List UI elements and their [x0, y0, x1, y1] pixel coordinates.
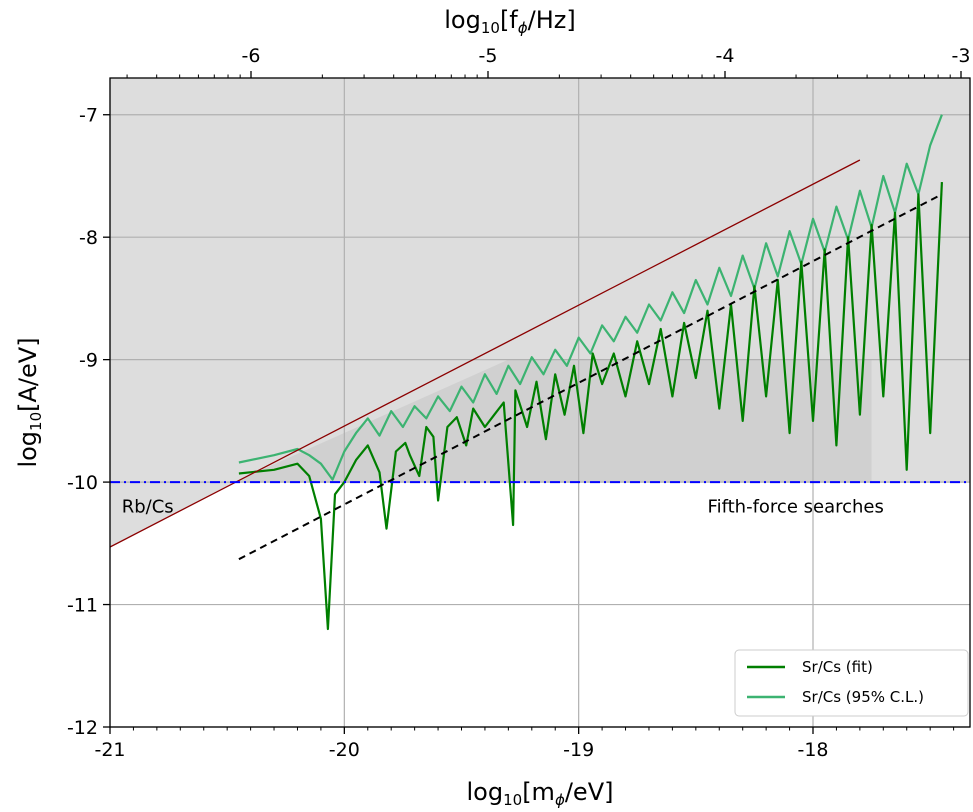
annotation-layer: Rb/Cs Fifth-force searches: [122, 496, 884, 517]
x-tick-label-2: -19: [563, 739, 594, 761]
x-tick-label-3: -18: [797, 739, 828, 761]
legend-label-fit: Sr/Cs (fit): [802, 658, 873, 676]
y-tick-label-5: -7: [79, 105, 98, 127]
y-tick-label-0: -12: [67, 717, 98, 739]
y-tick-label-2: -10: [67, 472, 98, 494]
y-tick-label-3: -9: [79, 350, 98, 372]
excluded-region-layer: [110, 78, 970, 547]
top-x-tick-label-1: -5: [479, 45, 498, 67]
fifth-force-label: Fifth-force searches: [708, 496, 884, 517]
excluded-region-inner: [234, 359, 872, 483]
top-x-tick-label-0: -6: [242, 45, 261, 67]
legend-box: [734, 649, 969, 717]
top-x-axis-label: log10[fϕ/Hz]: [444, 6, 576, 37]
legend-label-cl95: Sr/Cs (95% C.L.): [802, 688, 924, 706]
x-tick-label-0: -21: [94, 739, 125, 761]
top-x-tick-label-2: -4: [716, 45, 735, 67]
series-layer: [110, 114, 970, 631]
series-sr-cs-95-c-l-: [238, 114, 943, 481]
series-trend: [238, 193, 943, 561]
top-x-tick-label-3: -3: [952, 45, 971, 67]
series-sr-cs-fit-: [238, 182, 943, 631]
tick-layer: -21 -20 -19 -18 -12 -11 -10 -9 -8 -7 -6 -5 -4 -3: [67, 45, 971, 761]
y-tick-label-1: -11: [67, 595, 98, 617]
y-axis-label: log10[A/eV]: [14, 337, 45, 467]
plot-frame: [109, 77, 971, 728]
y-tick-label-4: -8: [79, 227, 98, 249]
legend: Sr/Cs (fit) Sr/Cs (95% C.L.): [734, 649, 969, 717]
axes-frame: [109, 77, 971, 728]
x-axis-label: log10[mϕ/eV]: [467, 778, 614, 809]
x-tick-label-1: -20: [329, 739, 360, 761]
rbcs-label: Rb/Cs: [122, 496, 174, 517]
